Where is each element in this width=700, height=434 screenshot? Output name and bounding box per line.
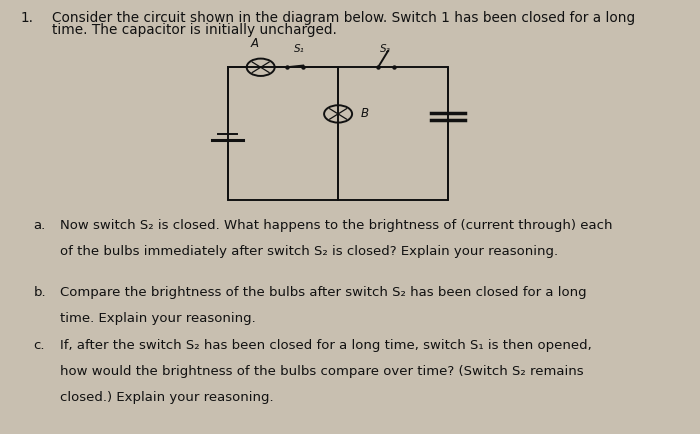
Text: b.: b. xyxy=(34,286,46,299)
Text: how would the brightness of the bulbs compare over time? (Switch S₂ remains: how would the brightness of the bulbs co… xyxy=(60,365,583,378)
Text: S₁: S₁ xyxy=(294,44,304,54)
Text: time. Explain your reasoning.: time. Explain your reasoning. xyxy=(60,312,255,326)
Text: Now switch S₂ is closed. What happens to the brightness of (current through) eac: Now switch S₂ is closed. What happens to… xyxy=(60,219,612,232)
Text: Compare the brightness of the bulbs after switch S₂ has been closed for a long: Compare the brightness of the bulbs afte… xyxy=(60,286,586,299)
Text: If, after the switch S₂ has been closed for a long time, switch S₁ is then opene: If, after the switch S₂ has been closed … xyxy=(60,339,592,352)
Text: c.: c. xyxy=(34,339,45,352)
Text: of the bulbs immediately after switch S₂ is closed? Explain your reasoning.: of the bulbs immediately after switch S₂… xyxy=(60,245,558,258)
Text: closed.) Explain your reasoning.: closed.) Explain your reasoning. xyxy=(60,391,273,404)
Text: Consider the circuit shown in the diagram below. Switch 1 has been closed for a : Consider the circuit shown in the diagra… xyxy=(52,11,636,25)
Text: time. The capacitor is initially uncharged.: time. The capacitor is initially uncharg… xyxy=(52,23,337,36)
Text: A: A xyxy=(251,37,259,50)
Text: S₂: S₂ xyxy=(380,44,391,54)
Text: B: B xyxy=(360,108,368,120)
Text: a.: a. xyxy=(34,219,46,232)
Text: 1.: 1. xyxy=(21,11,34,25)
